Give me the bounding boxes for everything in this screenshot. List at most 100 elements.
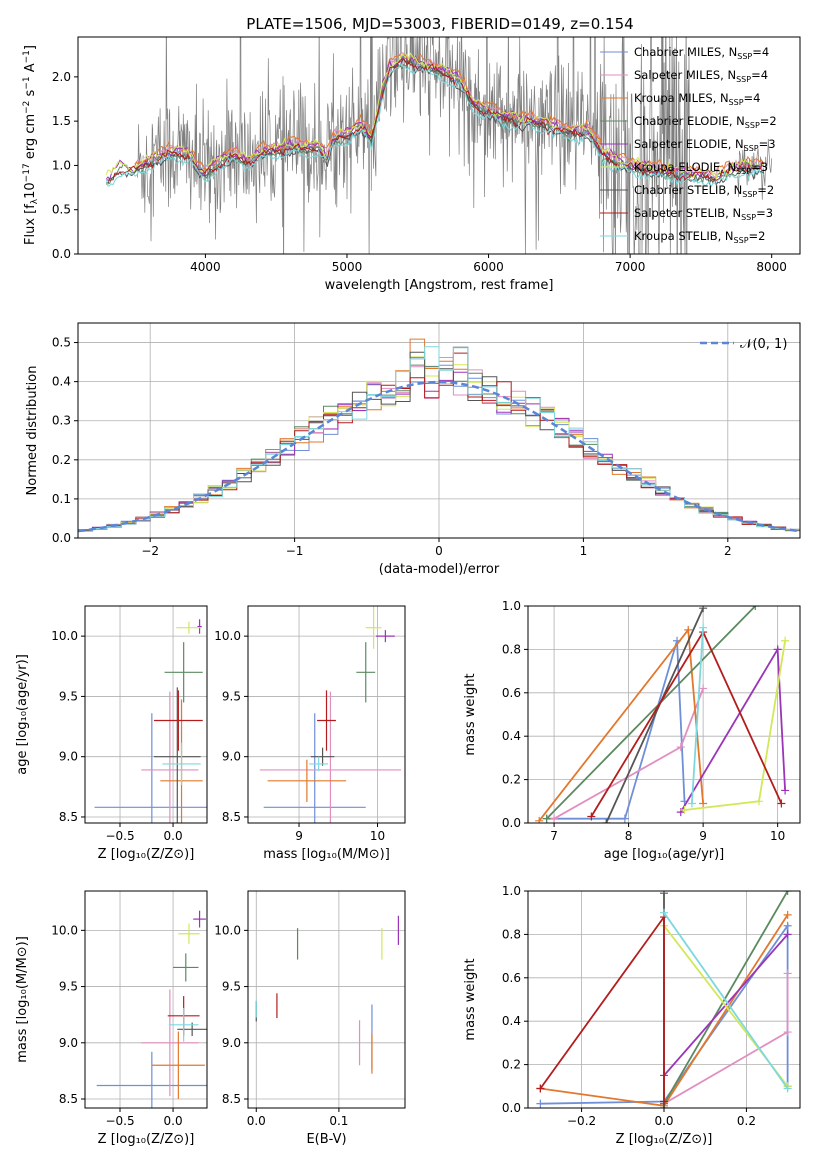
x-tick-label: 1 (580, 544, 588, 558)
y-tick-label: 9.5 (59, 980, 78, 994)
x-axis-label: (data-model)/error (379, 562, 500, 577)
x-tick-label: 5000 (332, 260, 363, 274)
y-tick-label: 1.0 (502, 884, 521, 898)
legend-entry: Kroupa ELODIE, NSSP=3 (634, 160, 768, 176)
legend-n: =3 (759, 137, 776, 151)
y-tick-label: 0.4 (52, 375, 71, 389)
point-chabrier_miles (536, 1099, 545, 1108)
axes-frame (527, 605, 801, 824)
axes-frame (77, 36, 801, 255)
mass_vs_Z-overlay: −0.5 0.0 8.5 9.0 9.5 10.0 Z [log₁₀(Z/Z⊙)] mass … (15, 890, 208, 1147)
y-tick-label: 10.0 (214, 629, 241, 643)
y-axis-label: mass weight (463, 958, 478, 1040)
legend-n: =4 (744, 91, 761, 105)
y-axis-label: mass weight (463, 673, 478, 755)
y-label-part: −1 (22, 50, 32, 63)
y-tick-label: 1.5 (52, 114, 71, 128)
age_vs_mass-axes: 9 10 8.5 9.0 9.5 10.0 mass [log₁₀(M/M⊙)] (214, 605, 406, 862)
point-salpeter_elodie (676, 808, 685, 817)
y-tick-label: 9.0 (59, 750, 78, 764)
legend-entry: Salpeter MILES, NSSP=4 (634, 68, 768, 84)
point-salpeter_miles (699, 684, 708, 693)
point-salpeter_elodie (781, 786, 790, 795)
point-salpeter_elodie (773, 645, 782, 654)
y-tick-label: 0.2 (502, 773, 521, 787)
point-kroupa_miles (535, 816, 544, 823)
y-tick-label: 0.0 (52, 247, 71, 261)
point-kroupa_miles (783, 910, 792, 919)
series-chabrier_stelib (605, 607, 704, 823)
y-tick-label: 0.2 (52, 453, 71, 467)
y-tick-label: 0.4 (502, 729, 521, 743)
y-label-part: ] (23, 45, 38, 50)
x-tick-label: 2 (724, 544, 732, 558)
point-salpeter_miles (783, 1028, 792, 1037)
y-tick-label: 2.0 (52, 70, 71, 84)
weight_vs_age-overlay: 7 8 9 10 0.0 0.2 0.4 0.6 0.8 1.0 age [log₁₀(age/yr… (463, 599, 801, 862)
x-axis-label: E(B-V) (306, 1132, 346, 1147)
legend-entry: Kroupa STELIB, NSSP=2 (634, 229, 765, 245)
y-label-part: −2 (22, 101, 32, 114)
model-kroupa_miles (134, 53, 764, 177)
y-tick-label: 9.5 (222, 689, 241, 703)
point-salpeter_stelib (660, 1097, 668, 1106)
axes-frame (84, 890, 208, 1109)
point-kroupa_elodie (781, 636, 790, 645)
y-tick-label: 0.4 (502, 1014, 521, 1028)
series-kroupa_stelib (691, 627, 704, 804)
x-axis-label: wavelength [Angstrom, rest frame] (325, 278, 554, 293)
x-tick-label: 0.0 (164, 1114, 183, 1128)
y-tick-label: 0.6 (502, 686, 521, 700)
y-axis-label: Normed distribution (25, 366, 40, 496)
legend-entry: Salpeter STELIB, NSSP=3 (634, 206, 773, 222)
y-label-part: −1 (22, 76, 32, 89)
x-tick-label: 0.0 (247, 1114, 266, 1128)
y-tick-label: 0.0 (502, 1101, 521, 1115)
legend-n: =3 (756, 206, 773, 220)
chart-title: PLATE=1506, MJD=53003, FIBERID=0149, z=0… (246, 15, 633, 33)
x-tick-label: −0.5 (105, 829, 134, 843)
legend-n: =2 (760, 114, 777, 128)
x-tick-label: 4000 (190, 260, 221, 274)
point-salpeter_stelib (536, 1084, 545, 1093)
point-salpeter_miles (550, 814, 559, 823)
point-chabrier_stelib (699, 606, 708, 613)
residuals-plot (78, 338, 800, 533)
point-salpeter_miles (676, 743, 685, 752)
y-tick-label: 0.8 (502, 927, 521, 941)
x-tick-label: 10 (370, 829, 385, 843)
weight_vs_Z-axes: −0.2 0.0 0.2 0.0 0.2 0.4 0.6 0.8 1.0 Z [log₁₀(Z/Z… (463, 884, 801, 1147)
legend-subscript: SSP (744, 144, 759, 153)
y-label-part: Flux [f (23, 204, 38, 245)
y-tick-label: 9.0 (59, 1036, 78, 1050)
point-chabrier_elodie (542, 814, 551, 823)
point-salpeter_elodie (783, 930, 792, 939)
point-kroupa_elodie (680, 805, 689, 814)
point-kroupa_stelib (687, 799, 696, 808)
residuals-overlay: −2 −1 0 1 2 0.0 0.1 0.2 0.3 0.4 0.5 (data-model)/er… (25, 322, 801, 577)
x-tick-label: −2 (141, 544, 159, 558)
point-kroupa_stelib (783, 1084, 792, 1093)
y-label-part: A (23, 63, 38, 76)
model-chabrier_elodie (105, 60, 764, 185)
point-chabrier_stelib (602, 819, 611, 823)
x-tick-label: 0.2 (737, 1114, 756, 1128)
legend-entry: 𝒩(0, 1) (740, 337, 787, 352)
point-chabrier_elodie (751, 606, 760, 610)
y-axis-label: mass [log₁₀(M/M⊙)] (15, 936, 30, 1063)
y-tick-label: 8.5 (222, 810, 241, 824)
legend-n: =4 (752, 45, 769, 59)
y-tick-label: 0.2 (502, 1058, 521, 1072)
x-tick-label: −1 (286, 544, 304, 558)
gaussian-curve (78, 380, 800, 533)
legend-subscript: SSP (736, 167, 751, 176)
y-tick-label: 10.0 (51, 629, 78, 643)
y-tick-label: 0.5 (52, 336, 71, 350)
x-tick-label: −0.2 (567, 1114, 596, 1128)
legend-n: =4 (751, 68, 768, 82)
point-salpeter_stelib (587, 812, 596, 821)
spectrum-axes: 4000 5000 6000 7000 8000 0.0 0.5 1.0 1.5 2.0 wavel… (22, 36, 801, 293)
model-salpeter_stelib (106, 58, 765, 182)
series-chabrier_miles (546, 640, 686, 820)
